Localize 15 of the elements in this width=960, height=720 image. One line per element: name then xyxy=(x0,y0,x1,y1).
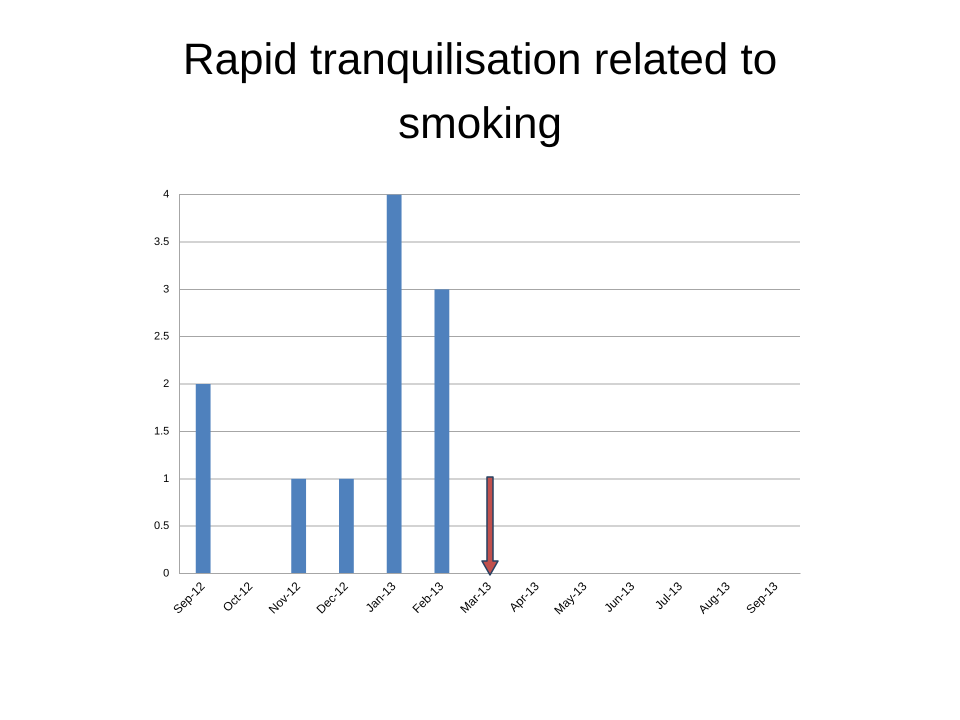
chart-title: Rapid tranquilisation related to smoking xyxy=(182,34,778,150)
y-tick-label: 3.5 xyxy=(154,236,170,248)
y-tick-label: 4 xyxy=(163,188,170,201)
y-tick-label: 1 xyxy=(163,472,170,485)
y-tick-label: 2 xyxy=(163,378,170,390)
y-tick-label: 1.5 xyxy=(154,425,170,438)
bar xyxy=(196,384,211,574)
bar xyxy=(339,478,354,574)
y-tick-label: 2.5 xyxy=(154,330,170,343)
y-tick-label: 3 xyxy=(163,283,170,296)
y-tick-label: 0.5 xyxy=(154,520,170,532)
bar xyxy=(434,289,450,574)
bar xyxy=(291,478,306,574)
bar xyxy=(386,194,402,574)
y-tick-label: 0 xyxy=(163,568,170,580)
